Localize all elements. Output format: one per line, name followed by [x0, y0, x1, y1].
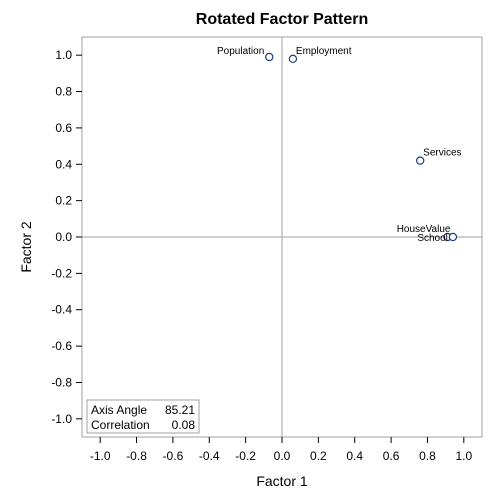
- data-point-label: HouseValue: [397, 224, 451, 235]
- data-point-label: School: [417, 233, 448, 244]
- y-tick-label: -0.2: [51, 266, 72, 280]
- y-tick-label: 0.2: [55, 194, 72, 208]
- inset-row-value: 85.21: [165, 403, 195, 417]
- y-tick-label: -0.8: [51, 375, 72, 389]
- y-axis-label: Factor 2: [18, 221, 34, 273]
- y-tick-label: 0.4: [55, 157, 72, 171]
- x-tick-label: -0.8: [126, 449, 147, 463]
- x-tick-label: -0.4: [199, 449, 220, 463]
- y-tick-label: 0.8: [55, 85, 72, 99]
- data-point: [265, 52, 274, 62]
- x-tick-label: 0.6: [383, 449, 400, 463]
- plot-area: -1.0 -0.8 -0.6 -0.4 -0.2 0.0 0.2 0.4 0.6 0.8 1.0 -1…: [51, 36, 483, 463]
- y-tick-label: 0.0: [55, 230, 72, 244]
- inset-row-value: 0.08: [172, 418, 196, 432]
- y-tick-label: -0.4: [51, 303, 72, 317]
- x-axis-label: Factor 1: [256, 473, 308, 489]
- data-point: [448, 232, 458, 242]
- y-tick-label: -0.6: [51, 339, 72, 353]
- x-tick-label: 1.0: [455, 449, 472, 463]
- x-tick-label: -0.6: [163, 449, 184, 463]
- chart-title: Rotated Factor Pattern: [196, 11, 368, 28]
- x-tick-label: 0.0: [274, 449, 291, 463]
- y-tick-label: 1.0: [55, 48, 72, 62]
- x-tick-label: 0.2: [310, 449, 327, 463]
- x-tick-label: 0.4: [346, 449, 363, 463]
- inset-row-label: Axis Angle: [91, 403, 147, 417]
- data-point-label: Population: [217, 46, 264, 57]
- x-tick-label: -0.2: [235, 449, 256, 463]
- y-tick-label: -1.0: [51, 412, 72, 426]
- x-tick-label: -1.0: [90, 449, 111, 463]
- x-tick-label: 0.8: [419, 449, 436, 463]
- data-point: [288, 54, 298, 64]
- inset-box: [86, 399, 200, 434]
- data-point-label: Services: [423, 148, 461, 159]
- data-point: [415, 156, 425, 165]
- y-tick-label: 0.6: [55, 121, 72, 135]
- inset-row-label: Correlation: [91, 418, 150, 432]
- data-point-label: Employment: [296, 46, 352, 57]
